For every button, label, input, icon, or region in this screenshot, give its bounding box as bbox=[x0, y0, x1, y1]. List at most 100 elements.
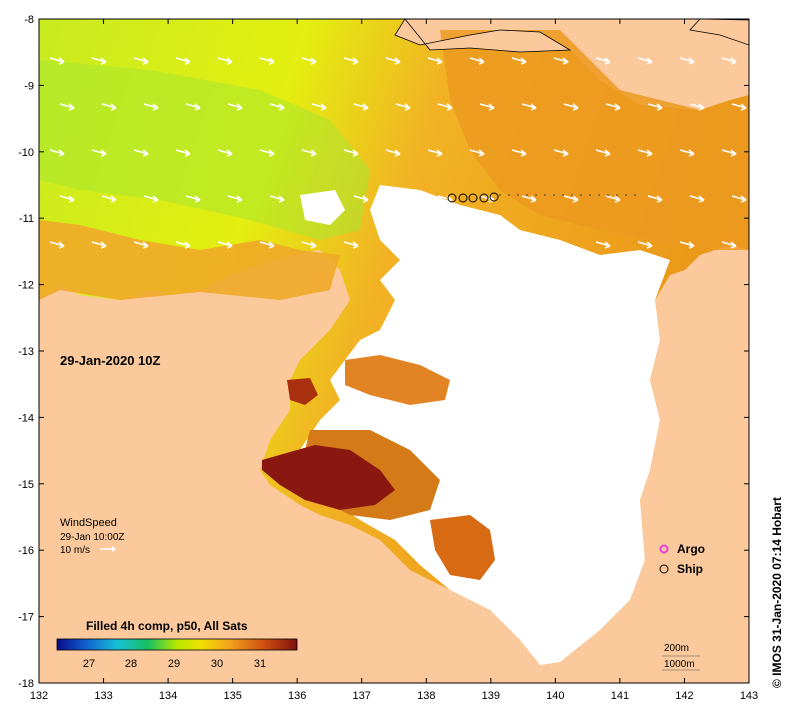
wind-arrow bbox=[595, 149, 611, 157]
wind-arrow bbox=[91, 241, 107, 249]
wind-arrow bbox=[91, 149, 107, 157]
wind-arrow bbox=[101, 195, 117, 203]
wind-arrow bbox=[647, 103, 663, 111]
x-tick-label: 132 bbox=[30, 690, 48, 702]
wind-arrow bbox=[731, 103, 747, 111]
warm-patch bbox=[430, 515, 495, 580]
y-tick-label: -11 bbox=[19, 213, 34, 225]
wind-arrow bbox=[353, 195, 369, 203]
wind-arrow bbox=[49, 57, 65, 65]
argo-icon bbox=[659, 544, 669, 554]
ship-track-dot bbox=[517, 194, 519, 196]
wind-legend: WindSpeed 29-Jan 10:00Z 10 m/s bbox=[60, 517, 125, 556]
depth-scale: 200m 1000m bbox=[662, 643, 700, 671]
hot-region bbox=[262, 445, 395, 510]
wind-arrow bbox=[143, 195, 159, 203]
ship-label: Ship bbox=[677, 562, 703, 576]
coastline bbox=[394, 19, 572, 53]
ship-track bbox=[499, 194, 636, 196]
wind-arrow bbox=[49, 149, 65, 157]
wind-arrow bbox=[301, 57, 317, 65]
credit-text: © IMOS 31-Jan-2020 07:14 Hobart bbox=[770, 497, 784, 688]
wind-arrow bbox=[679, 57, 695, 65]
wind-arrow bbox=[469, 241, 485, 249]
wind-arrow bbox=[343, 241, 359, 249]
y-tick-label: -12 bbox=[18, 280, 34, 292]
no-data-region bbox=[300, 190, 345, 225]
ship-track-dot bbox=[526, 194, 528, 196]
warm-patch bbox=[345, 355, 450, 405]
wind-arrow bbox=[59, 103, 75, 111]
x-tick-label: 137 bbox=[353, 690, 371, 702]
wind-arrow bbox=[395, 103, 411, 111]
wind-arrow bbox=[469, 149, 485, 157]
wind-arrow bbox=[511, 57, 527, 65]
wind-arrow bbox=[217, 241, 233, 249]
ship-track-dot bbox=[571, 194, 573, 196]
coastline bbox=[689, 19, 749, 46]
ship-marker bbox=[468, 193, 478, 203]
warm-patch bbox=[39, 220, 340, 300]
ship-markers bbox=[447, 192, 499, 203]
ship-track-dot bbox=[562, 194, 564, 196]
green-patch bbox=[39, 60, 370, 240]
wind-arrow bbox=[91, 57, 107, 65]
x-tick-label: 135 bbox=[223, 690, 241, 702]
wind-arrow bbox=[563, 195, 579, 203]
x-tick-label: 138 bbox=[417, 690, 435, 702]
wind-arrow bbox=[385, 241, 401, 249]
wind-arrow bbox=[301, 149, 317, 157]
wind-arrow bbox=[101, 103, 117, 111]
wind-arrow bbox=[521, 195, 537, 203]
wind-arrow bbox=[385, 149, 401, 157]
x-tick-label: 143 bbox=[740, 690, 758, 702]
wind-arrow bbox=[679, 149, 695, 157]
x-tick-label: 133 bbox=[94, 690, 112, 702]
wind-arrow bbox=[647, 195, 663, 203]
wind-arrow bbox=[175, 57, 191, 65]
x-tick-label: 142 bbox=[675, 690, 693, 702]
colorbar-title: Filled 4h comp, p50, All Sats bbox=[86, 619, 248, 633]
wind-legend-arrowhead bbox=[112, 546, 116, 552]
ship-track-dot bbox=[508, 194, 510, 196]
y-tick-label: -9 bbox=[24, 80, 34, 92]
wind-arrow bbox=[479, 103, 495, 111]
wind-arrow bbox=[637, 57, 653, 65]
no-data-region bbox=[300, 185, 670, 665]
hot-region bbox=[287, 378, 318, 405]
wind-legend-time: 29-Jan 10:00Z bbox=[60, 532, 125, 543]
wind-arrow bbox=[353, 103, 369, 111]
wind-arrow bbox=[427, 57, 443, 65]
wind-arrow bbox=[553, 57, 569, 65]
wind-arrow bbox=[175, 149, 191, 157]
x-tick-label: 140 bbox=[546, 690, 564, 702]
wind-legend-title: WindSpeed bbox=[60, 517, 117, 529]
ship-track-dot bbox=[544, 194, 546, 196]
wind-arrow bbox=[133, 57, 149, 65]
wind-arrow bbox=[563, 103, 579, 111]
wind-arrow bbox=[311, 103, 327, 111]
ship-track-dot bbox=[499, 194, 501, 196]
colorbar-ticks: 27 28 29 30 31 bbox=[83, 658, 266, 670]
wind-arrow bbox=[185, 195, 201, 203]
ship-track-dot bbox=[598, 194, 600, 196]
map-timestamp: 29-Jan-2020 10Z bbox=[60, 353, 161, 368]
wind-arrow bbox=[637, 241, 653, 249]
y-tick-label: -18 bbox=[18, 678, 34, 690]
y-tick-label: -14 bbox=[18, 412, 34, 424]
colorbar-gradient bbox=[56, 638, 298, 651]
wind-arrow bbox=[689, 195, 705, 203]
ship-track-dot bbox=[589, 194, 591, 196]
wind-arrow bbox=[511, 149, 527, 157]
wind-arrow bbox=[301, 241, 317, 249]
ship-marker bbox=[458, 193, 468, 203]
wind-arrow bbox=[311, 195, 327, 203]
ship-marker bbox=[489, 192, 499, 202]
wind-arrow bbox=[217, 57, 233, 65]
ship-marker bbox=[447, 193, 457, 203]
wind-arrow bbox=[595, 241, 611, 249]
colorbar-tick-label: 30 bbox=[211, 658, 223, 670]
wind-legend-speed: 10 m/s bbox=[60, 545, 90, 556]
ship-track-dot bbox=[553, 194, 555, 196]
